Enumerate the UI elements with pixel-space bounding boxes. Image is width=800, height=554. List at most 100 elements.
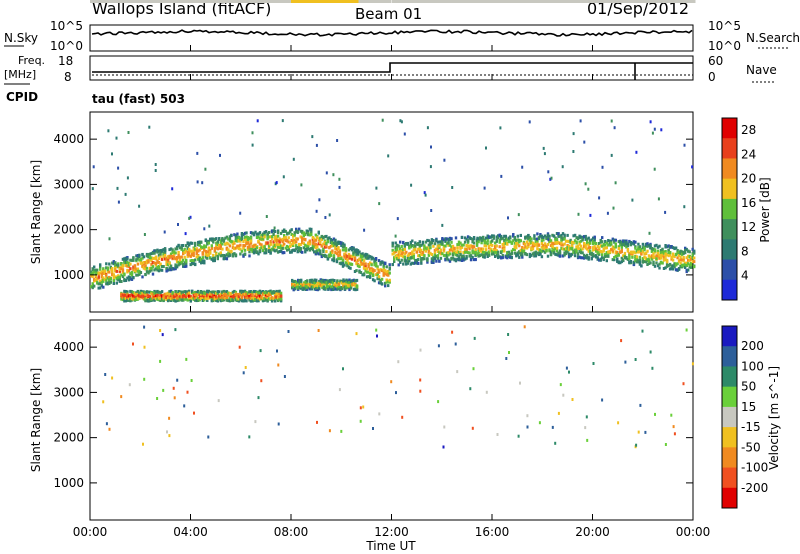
heatmap-cell — [687, 262, 690, 266]
heatmap-cell — [486, 255, 489, 258]
heatmap-cell — [533, 242, 536, 246]
heatmap-cell — [195, 298, 198, 302]
heatmap-cell — [197, 240, 200, 244]
heatmap-cell — [635, 150, 638, 154]
heatmap-cell — [289, 250, 292, 254]
heatmap-cell — [441, 252, 444, 256]
noise-right-tick-bottom: 10^0 — [708, 39, 741, 53]
heatmap-cell — [450, 248, 453, 252]
heatmap-cell — [203, 227, 206, 231]
heatmap-cell — [239, 289, 242, 293]
heatmap-cell — [305, 248, 308, 252]
heatmap-cell — [367, 265, 370, 269]
heatmap-cell — [296, 237, 299, 241]
nave-label: Nave — [746, 63, 777, 77]
heatmap-cell — [501, 236, 504, 240]
heatmap-cell — [494, 245, 497, 249]
heatmap-cell — [136, 273, 140, 277]
heatmap-cell — [322, 279, 326, 282]
heatmap-cell — [380, 277, 384, 281]
heatmap-cell — [451, 256, 455, 260]
heatmap-cell — [664, 252, 667, 256]
heatmap-cell — [497, 234, 500, 238]
heatmap-cell — [506, 254, 509, 258]
heatmap-cell — [560, 241, 563, 245]
heatmap-cell — [414, 241, 417, 245]
heatmap-cell — [323, 235, 327, 239]
heatmap-cell — [593, 238, 596, 242]
heatmap-cell — [503, 243, 506, 247]
heatmap-cell — [356, 249, 360, 253]
heatmap-cell — [572, 234, 575, 238]
heatmap-cell — [237, 247, 241, 251]
heatmap-cell — [90, 285, 93, 289]
heatmap-cell — [542, 236, 545, 239]
heatmap-cell — [510, 256, 513, 260]
heatmap-cell — [249, 293, 253, 297]
heatmap-cell — [92, 165, 95, 169]
heatmap-cell — [501, 254, 504, 257]
heatmap-cell — [371, 256, 375, 260]
heatmap-cell — [522, 247, 526, 251]
heatmap-cell — [159, 291, 162, 295]
nave-tick-top: 60 — [708, 54, 723, 68]
heatmap-cell — [462, 254, 465, 258]
heatmap-cell — [102, 276, 105, 280]
heatmap-cell — [282, 229, 285, 233]
heatmap-cell — [281, 240, 284, 244]
heatmap-cell — [283, 0, 286, 3]
heatmap-cell — [662, 267, 666, 270]
heatmap-cell — [430, 238, 434, 242]
heatmap-cell — [343, 263, 346, 267]
heatmap-cell — [598, 252, 601, 256]
heatmap-cell — [221, 295, 224, 299]
heatmap-cell — [664, 258, 667, 262]
heatmap-cell — [601, 244, 604, 248]
heatmap-cell — [304, 233, 307, 236]
heatmap-cell — [116, 186, 119, 190]
heatmap-cell — [299, 235, 302, 239]
heatmap-cell — [240, 299, 244, 303]
heatmap-cell — [209, 256, 212, 260]
heatmap-cell — [243, 238, 247, 242]
heatmap-cell — [584, 234, 587, 238]
heatmap-cell — [403, 247, 406, 251]
heatmap-cell — [245, 292, 248, 296]
heatmap-cell — [108, 282, 111, 285]
heatmap-cell — [573, 233, 577, 237]
heatmap-cell — [430, 145, 432, 149]
heatmap-cell — [631, 255, 634, 259]
heatmap-cell — [373, 263, 376, 267]
heatmap-cell — [204, 245, 207, 249]
heatmap-cell — [465, 256, 468, 260]
colorbar-swatch — [722, 259, 737, 281]
heatmap-cell — [204, 255, 207, 259]
heatmap-cell — [126, 268, 129, 272]
heatmap-cell — [432, 239, 435, 242]
heatmap-cell — [679, 251, 682, 255]
heatmap-cell — [671, 264, 675, 268]
heatmap-cell — [670, 257, 673, 261]
heatmap-cell — [319, 241, 322, 245]
heatmap-cell — [156, 260, 159, 264]
heatmap-cell — [590, 256, 593, 260]
heatmap-cell — [590, 252, 593, 255]
heatmap-cell — [412, 256, 415, 260]
heatmap-cell — [403, 242, 406, 246]
heatmap-cell — [350, 254, 354, 258]
heatmap-cell — [218, 244, 221, 248]
heatmap-cell — [608, 239, 611, 243]
heatmap-cell — [483, 186, 486, 190]
heatmap-cell — [515, 243, 518, 247]
heatmap-cell — [658, 256, 661, 260]
heatmap-cell — [543, 234, 547, 238]
heatmap-cell — [279, 249, 283, 253]
heatmap-cell — [441, 223, 444, 227]
heatmap-cell — [206, 240, 209, 244]
heatmap-cell — [183, 290, 186, 294]
heatmap-cell — [254, 295, 257, 299]
heatmap-cell — [463, 257, 467, 261]
heatmap-cell — [507, 216, 509, 220]
heatmap-cell — [197, 257, 200, 261]
heatmap-cell — [136, 254, 140, 257]
